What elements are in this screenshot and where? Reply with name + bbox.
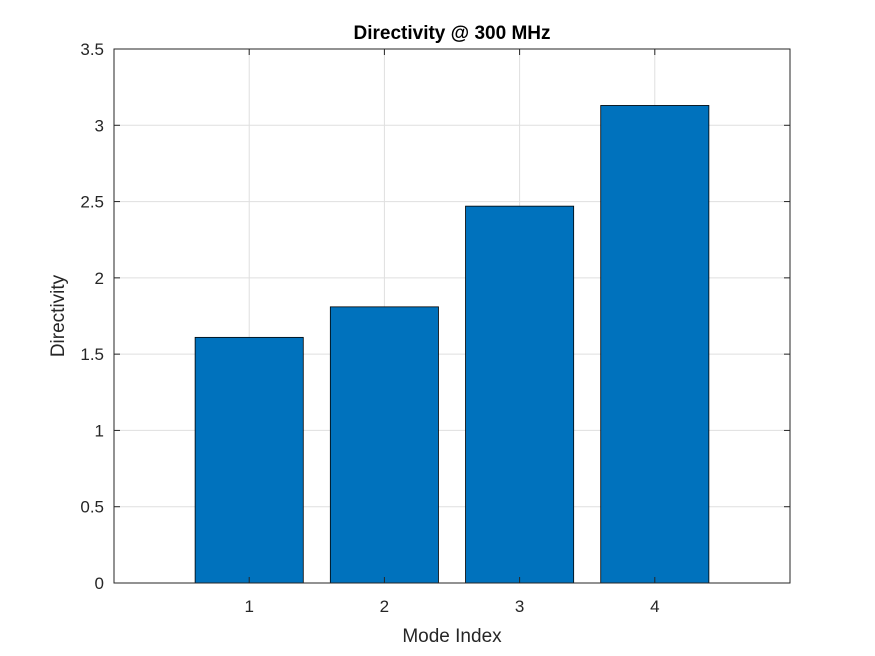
chart-title: Directivity @ 300 MHz [354,23,551,44]
bar-mode-2 [329,306,439,584]
x-tick-label: 1 [244,597,253,616]
y-tick-label: 2.5 [80,193,104,212]
y-tick-label: 0.5 [80,498,104,517]
bar-mode-4 [600,105,710,584]
bars [194,105,710,584]
x-tick-label: 2 [380,597,389,616]
ticks: 0 0.5 1 1.5 2 2.5 3 3.5 1 2 3 4 [80,40,790,616]
bar-mode-1 [194,336,304,584]
bar-mode-3 [465,205,575,584]
y-axis-label: Directivity [48,274,69,357]
y-tick-label: 1.5 [80,345,104,364]
x-tick-label: 4 [650,597,659,616]
x-axis-label: Mode Index [402,626,502,647]
axes-box [113,48,791,584]
y-tick-label: 2 [95,269,104,288]
y-tick-label: 3.5 [80,40,104,59]
y-tick-label: 3 [95,116,104,135]
y-tick-label: 1 [95,421,104,440]
y-tick-label: 0 [95,574,104,593]
x-tick-label: 3 [515,597,524,616]
